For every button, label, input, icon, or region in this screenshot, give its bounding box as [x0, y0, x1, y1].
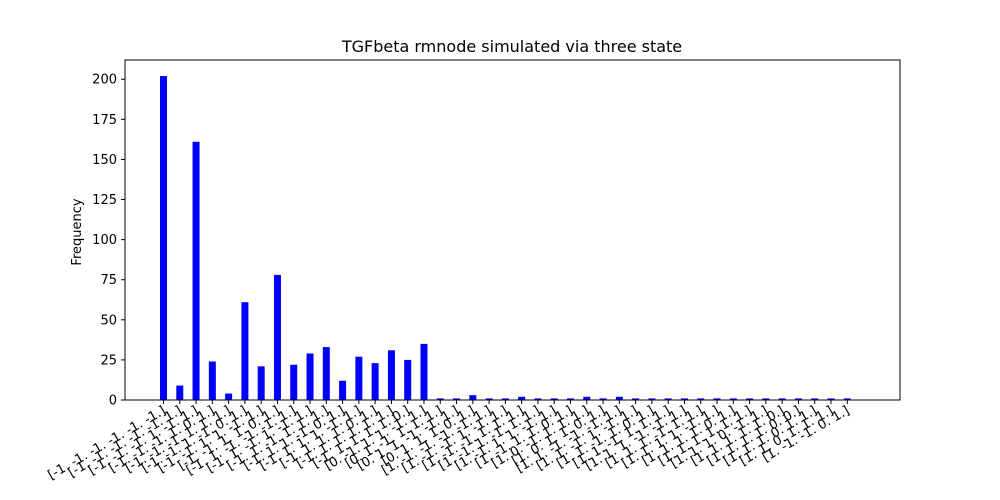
bar [534, 398, 542, 400]
bar [615, 396, 623, 400]
y-tick-label: 125 [92, 193, 117, 208]
bar [746, 398, 754, 400]
bar [632, 398, 640, 400]
bar [436, 398, 444, 400]
bar [192, 141, 200, 401]
bar [794, 398, 802, 400]
bar [729, 398, 737, 400]
plot-area-frame [124, 59, 901, 401]
bar [827, 398, 835, 400]
bar [713, 398, 721, 400]
bar [339, 380, 347, 400]
bar [404, 359, 412, 400]
y-tick-label: 50 [100, 313, 117, 328]
y-tick-label: 0 [109, 394, 117, 409]
bar [567, 398, 574, 400]
bar [208, 361, 216, 400]
bar [680, 398, 688, 400]
bar [306, 353, 314, 400]
y-axis-label: Frequency [70, 198, 85, 265]
bar [811, 398, 819, 400]
bar [550, 398, 558, 400]
bar [599, 398, 607, 400]
bar [290, 364, 298, 400]
bar [697, 398, 705, 400]
bar [355, 356, 363, 400]
bar [273, 274, 281, 400]
bar [322, 347, 330, 400]
y-tick-label: 150 [92, 153, 117, 168]
y-tick-label: 100 [92, 233, 117, 248]
bar [387, 350, 395, 400]
x-axis-ticks: [-1. -1. -1. -1. -1. -1.][-1. -1. -1. -1… [45, 400, 852, 483]
y-tick-label: 25 [100, 353, 117, 368]
bar [518, 396, 526, 400]
bar [160, 76, 167, 400]
bar [257, 366, 265, 400]
bar [453, 398, 461, 400]
bar [762, 398, 770, 400]
bar [420, 343, 428, 400]
bar [583, 396, 591, 400]
bar [648, 398, 656, 400]
y-tick-label: 175 [92, 113, 117, 128]
chart-title: TGFbeta rmnode simulated via three state [341, 37, 682, 56]
bar [843, 398, 851, 400]
bar [501, 398, 509, 400]
bar [371, 363, 379, 400]
bar [225, 393, 233, 400]
bar [241, 302, 249, 400]
y-tick-label: 200 [92, 73, 117, 88]
y-tick-label: 75 [100, 273, 117, 288]
bars [160, 76, 851, 401]
bar [485, 398, 493, 400]
bar [664, 398, 672, 400]
bar [469, 395, 477, 400]
bar [778, 398, 786, 400]
bar [176, 385, 184, 400]
y-axis-ticks: 0 25 50 75 100 125 150 175 200 [92, 73, 125, 409]
